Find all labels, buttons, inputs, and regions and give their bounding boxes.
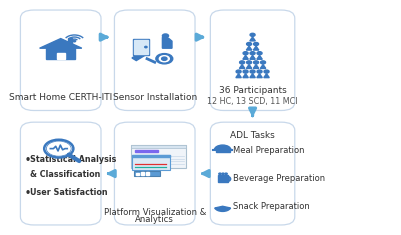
Circle shape (225, 173, 227, 175)
Polygon shape (239, 65, 245, 68)
Text: 36 Participants: 36 Participants (219, 86, 286, 95)
Circle shape (162, 34, 168, 38)
Polygon shape (250, 37, 255, 41)
Bar (134, 40, 148, 54)
Text: •: • (25, 155, 31, 165)
Polygon shape (257, 74, 262, 78)
Text: 12 HC, 13 SCD, 11 MCI: 12 HC, 13 SCD, 11 MCI (207, 97, 298, 106)
Bar (132, 51, 147, 61)
Polygon shape (243, 74, 248, 78)
Circle shape (250, 33, 255, 36)
Text: Meal Preparation: Meal Preparation (233, 146, 305, 155)
Circle shape (159, 56, 169, 62)
Circle shape (247, 43, 251, 46)
Polygon shape (40, 39, 82, 48)
Text: •: • (25, 188, 31, 198)
Bar (216, 150, 229, 152)
Text: & Classification: & Classification (30, 170, 100, 179)
Bar (132, 155, 170, 170)
FancyBboxPatch shape (211, 122, 295, 225)
Bar (135, 150, 158, 152)
Polygon shape (250, 55, 255, 59)
Circle shape (47, 141, 71, 156)
Circle shape (250, 70, 255, 73)
Bar (131, 145, 186, 148)
Polygon shape (253, 65, 259, 68)
FancyBboxPatch shape (114, 122, 195, 225)
Circle shape (243, 52, 248, 55)
Polygon shape (162, 36, 172, 48)
Bar (131, 145, 186, 168)
Circle shape (219, 173, 221, 175)
Circle shape (243, 70, 248, 73)
FancyBboxPatch shape (211, 10, 295, 110)
Text: Smart Home CERTH-ITI: Smart Home CERTH-ITI (9, 93, 112, 102)
Text: Analytics: Analytics (135, 215, 174, 224)
Text: Beverage Preparation: Beverage Preparation (233, 174, 326, 183)
FancyBboxPatch shape (114, 10, 195, 110)
Polygon shape (250, 74, 255, 78)
Polygon shape (236, 74, 241, 78)
Text: Platform Visualization &: Platform Visualization & (103, 208, 206, 217)
Wedge shape (215, 206, 231, 212)
Circle shape (253, 61, 259, 64)
Circle shape (253, 43, 259, 46)
Bar (146, 172, 149, 175)
Text: Sensor Installation: Sensor Installation (113, 93, 197, 102)
Bar (134, 171, 160, 176)
Polygon shape (246, 65, 252, 68)
Circle shape (44, 140, 73, 157)
FancyBboxPatch shape (20, 122, 101, 225)
Circle shape (145, 46, 147, 48)
Circle shape (247, 61, 251, 64)
FancyBboxPatch shape (20, 10, 101, 110)
Polygon shape (257, 55, 262, 59)
Circle shape (162, 57, 167, 60)
Bar (218, 176, 228, 182)
Bar (57, 53, 65, 59)
Circle shape (156, 54, 173, 64)
Text: Statistical Analysis: Statistical Analysis (30, 155, 116, 164)
Bar (132, 155, 170, 157)
Bar (68, 38, 72, 44)
Bar (136, 173, 140, 175)
Text: Snack Preparation: Snack Preparation (233, 202, 310, 211)
Circle shape (250, 52, 255, 55)
Bar (47, 48, 75, 59)
Circle shape (264, 70, 269, 73)
Bar (133, 39, 149, 55)
Circle shape (73, 40, 75, 42)
Polygon shape (260, 65, 266, 68)
Text: ADL Tasks: ADL Tasks (230, 130, 275, 140)
Circle shape (261, 61, 265, 64)
Polygon shape (243, 55, 248, 59)
Circle shape (257, 70, 262, 73)
Polygon shape (246, 46, 252, 50)
Circle shape (240, 61, 245, 64)
Circle shape (257, 52, 262, 55)
Wedge shape (214, 145, 231, 150)
Polygon shape (264, 74, 269, 78)
Bar (141, 172, 144, 175)
Circle shape (222, 173, 224, 175)
Text: User Satisfaction: User Satisfaction (30, 188, 107, 197)
Polygon shape (253, 46, 259, 50)
Circle shape (236, 70, 241, 73)
